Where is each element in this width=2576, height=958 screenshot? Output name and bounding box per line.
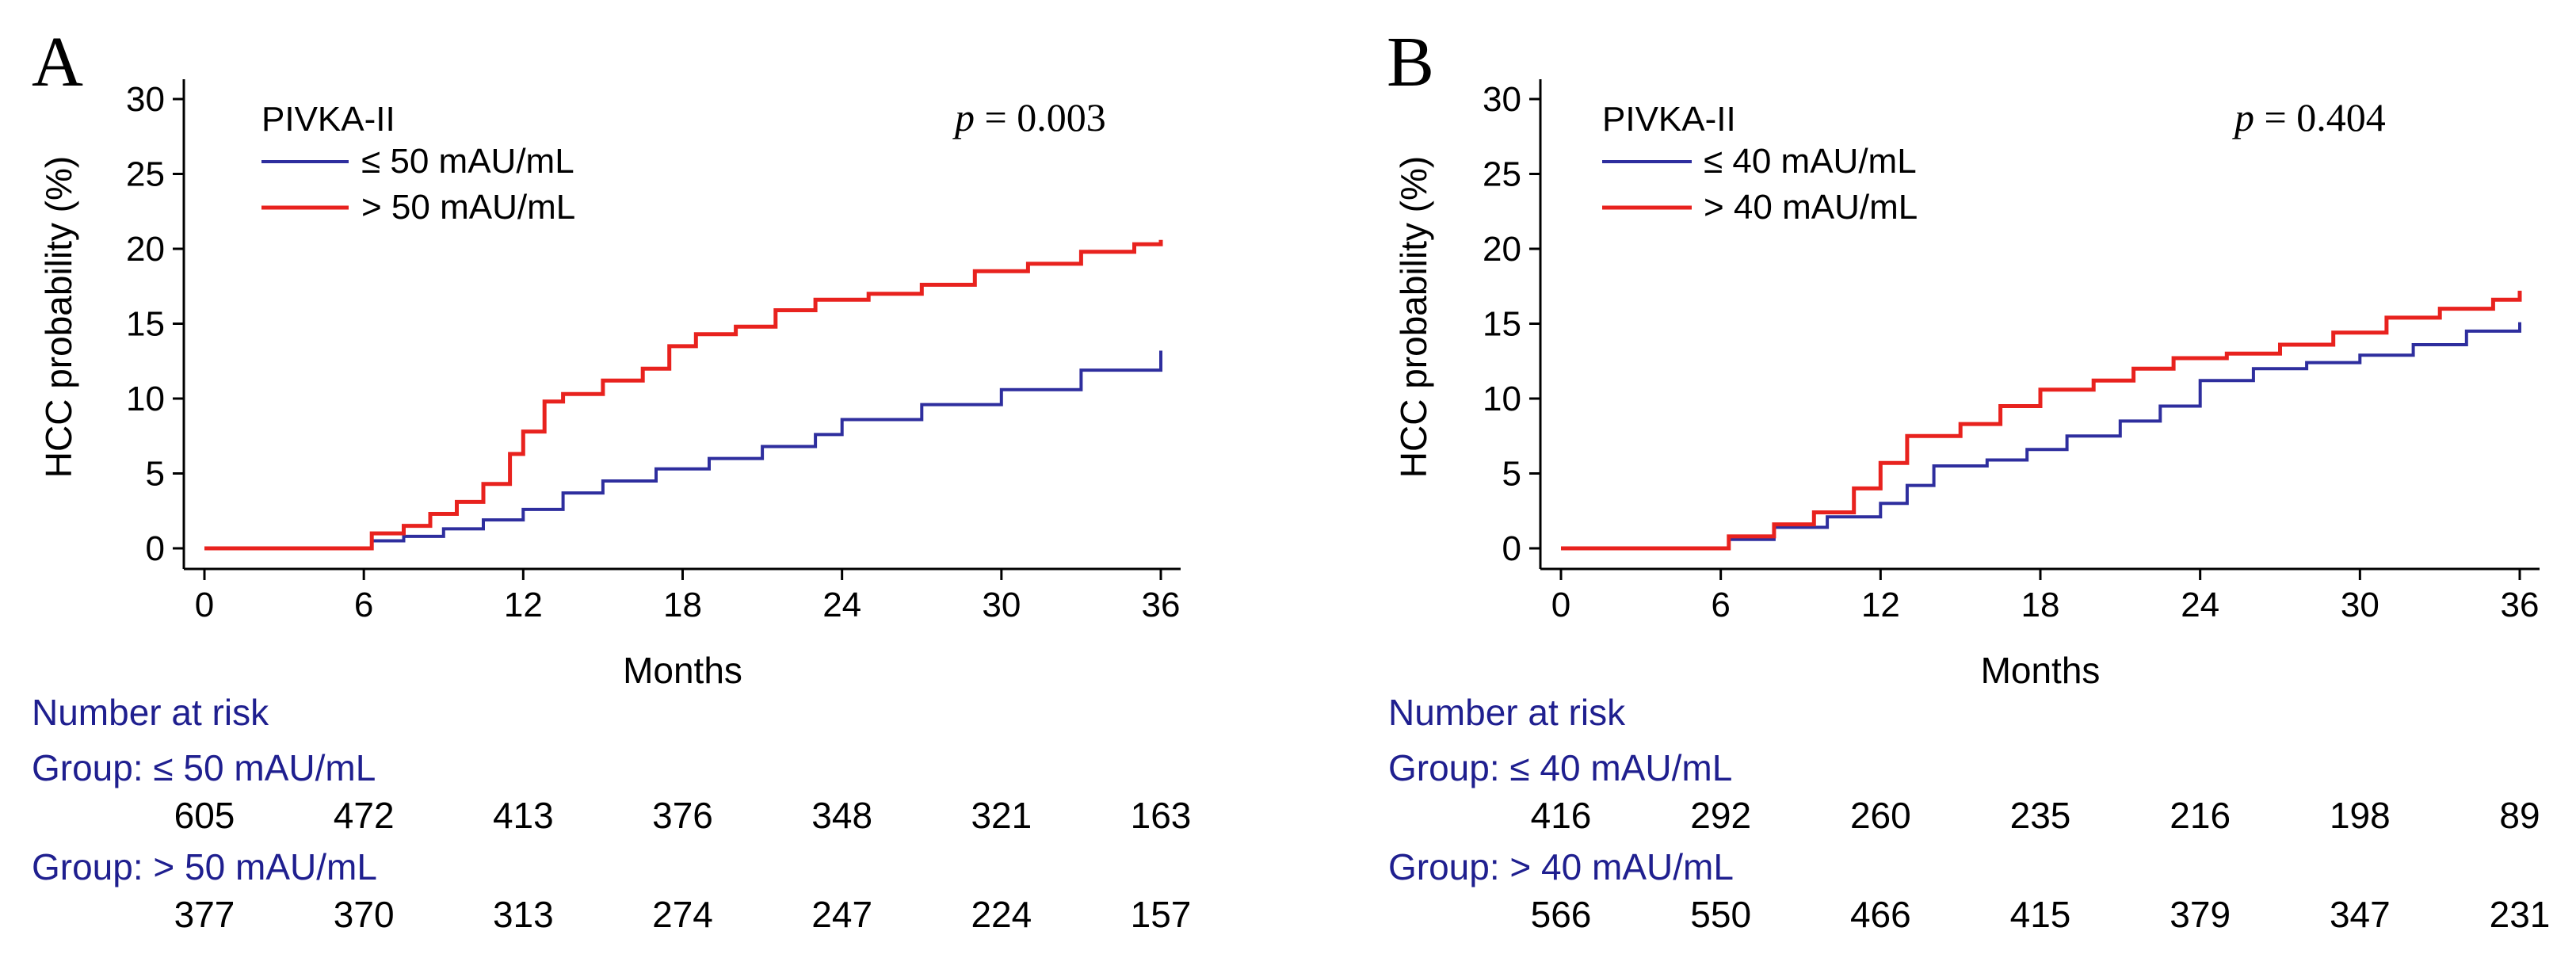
y-tick-label: 15 bbox=[126, 305, 165, 344]
risk-count: 377 bbox=[174, 894, 235, 935]
y-tick-label: 5 bbox=[1502, 455, 1521, 494]
x-axis-title: Months bbox=[1981, 650, 2101, 691]
x-tick-label: 36 bbox=[1142, 586, 1181, 624]
risk-count: 224 bbox=[971, 894, 1032, 935]
y-tick-label: 0 bbox=[1502, 529, 1521, 568]
risk-count: 472 bbox=[334, 795, 395, 836]
risk-count: 292 bbox=[1690, 795, 1751, 836]
risk-count: 274 bbox=[652, 894, 713, 935]
x-tick-label: 18 bbox=[663, 586, 702, 624]
x-tick-label: 12 bbox=[504, 586, 543, 624]
p-value-annotation: p = 0.003 bbox=[952, 95, 1106, 139]
y-tick-label: 20 bbox=[126, 230, 165, 269]
x-axis-title: Months bbox=[623, 650, 742, 691]
y-tick-label: 0 bbox=[146, 529, 165, 568]
risk-count: 415 bbox=[2010, 894, 2071, 935]
risk-count: 605 bbox=[174, 795, 235, 836]
risk-table-title: Number at risk bbox=[1388, 692, 1626, 733]
risk-group-label: Group: ≤ 50 mAU/mL bbox=[32, 747, 376, 788]
chart-panel-a: A 0 5 10 15 20 25 30 0 6 12 18 24 30 36 Months HCC proba… bbox=[32, 23, 1181, 691]
series-line-2 bbox=[204, 239, 1163, 551]
x-tick-label: 0 bbox=[195, 586, 214, 624]
risk-count: 379 bbox=[2170, 894, 2231, 935]
risk-count: 347 bbox=[2330, 894, 2391, 935]
y-tick-label: 15 bbox=[1483, 305, 1521, 344]
legend-title: PIVKA-II bbox=[261, 100, 395, 139]
panel-label: B bbox=[1387, 23, 1434, 101]
series-line-1 bbox=[204, 350, 1162, 550]
risk-count: 550 bbox=[1690, 894, 1751, 935]
risk-count: 89 bbox=[2499, 795, 2540, 836]
p-value: = 0.003 bbox=[975, 95, 1106, 139]
legend-label: ≤ 50 mAU/mL bbox=[361, 142, 574, 181]
y-tick-label: 20 bbox=[1483, 230, 1521, 269]
risk-group-label: Group: ≤ 40 mAU/mL bbox=[1388, 747, 1732, 788]
legend-label: > 50 mAU/mL bbox=[361, 188, 575, 227]
risk-table-title: Number at risk bbox=[32, 692, 269, 733]
legend-label: > 40 mAU/mL bbox=[1704, 188, 1918, 227]
risk-group-label: Group: > 50 mAU/mL bbox=[32, 846, 377, 887]
risk-count: 163 bbox=[1131, 795, 1192, 836]
x-tick-label: 24 bbox=[2181, 586, 2219, 624]
risk-table-a: Number at risk Group: ≤ 50 mAU/mL 605 472 41… bbox=[32, 692, 1191, 935]
x-tick-label: 24 bbox=[822, 586, 861, 624]
risk-count: 157 bbox=[1131, 894, 1192, 935]
series-line-2 bbox=[1561, 290, 2522, 551]
y-axis-title: HCC probability (%) bbox=[1393, 156, 1434, 478]
x-tick-label: 0 bbox=[1551, 586, 1570, 624]
legend-label: ≤ 40 mAU/mL bbox=[1704, 142, 1917, 181]
y-tick-label: 30 bbox=[1483, 80, 1521, 119]
panel-label: A bbox=[32, 23, 83, 101]
x-tick-label: 6 bbox=[354, 586, 373, 624]
p-value: = 0.404 bbox=[2254, 95, 2386, 139]
risk-count: 235 bbox=[2010, 795, 2071, 836]
y-tick-label: 10 bbox=[126, 380, 165, 418]
risk-count: 260 bbox=[1850, 795, 1911, 836]
risk-group-label: Group: > 40 mAU/mL bbox=[1388, 846, 1734, 887]
y-tick-label: 25 bbox=[126, 155, 165, 194]
risk-count: 416 bbox=[1531, 795, 1592, 836]
x-tick-label: 6 bbox=[1711, 586, 1730, 624]
risk-count: 348 bbox=[811, 795, 872, 836]
risk-count: 231 bbox=[2490, 894, 2551, 935]
p-symbol: p bbox=[952, 95, 975, 139]
x-tick-label: 12 bbox=[1861, 586, 1900, 624]
y-tick-label: 10 bbox=[1483, 380, 1521, 418]
risk-table-b: Number at risk Group: ≤ 40 mAU/mL 416 292 26… bbox=[1388, 692, 2550, 935]
risk-count: 413 bbox=[493, 795, 554, 836]
x-tick-label: 18 bbox=[2021, 586, 2060, 624]
p-symbol: p bbox=[2232, 95, 2254, 139]
risk-count: 370 bbox=[334, 894, 395, 935]
risk-count: 321 bbox=[971, 795, 1032, 836]
risk-count: 313 bbox=[493, 894, 554, 935]
risk-count: 466 bbox=[1850, 894, 1911, 935]
x-tick-label: 30 bbox=[982, 586, 1021, 624]
risk-count: 216 bbox=[2170, 795, 2231, 836]
y-axis-title: HCC probability (%) bbox=[38, 156, 79, 478]
risk-count: 376 bbox=[652, 795, 713, 836]
y-tick-label: 25 bbox=[1483, 155, 1521, 194]
risk-count: 566 bbox=[1531, 894, 1592, 935]
y-tick-label: 30 bbox=[126, 80, 165, 119]
chart-panel-b: B 0 5 10 15 20 25 30 0 6 12 18 24 30 36 Months HCC proba… bbox=[1387, 23, 2540, 691]
risk-count: 247 bbox=[811, 894, 872, 935]
series-line-1 bbox=[1561, 322, 2521, 550]
legend-title: PIVKA-II bbox=[1602, 100, 1736, 139]
y-tick-label: 5 bbox=[146, 455, 165, 494]
p-value-annotation: p = 0.404 bbox=[2232, 95, 2386, 139]
x-tick-label: 30 bbox=[2341, 586, 2379, 624]
risk-count: 198 bbox=[2330, 795, 2391, 836]
x-tick-label: 36 bbox=[2501, 586, 2540, 624]
